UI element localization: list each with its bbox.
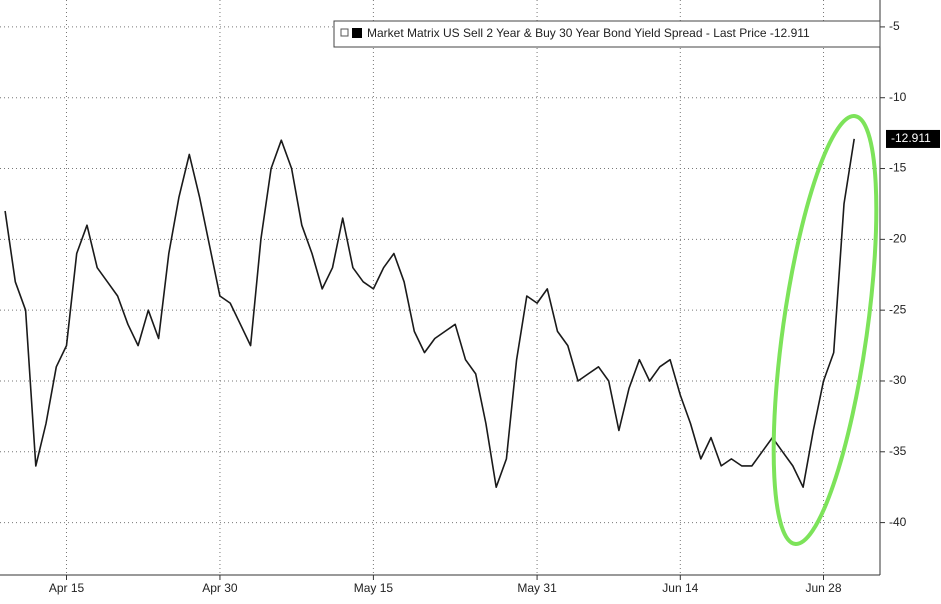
legend-label: Market Matrix US Sell 2 Year & Buy 30 Ye… <box>367 26 810 40</box>
last-price-box <box>886 129 940 148</box>
y-tick-label: -10 <box>889 90 907 104</box>
y-tick-label: -20 <box>889 232 907 246</box>
y-tick-label: -30 <box>889 373 907 387</box>
y-tick-label: -5 <box>889 19 900 33</box>
last-price-label: -12.911 <box>891 131 931 145</box>
x-tick-label: May 31 <box>517 581 557 595</box>
x-tick-label: Jun 28 <box>805 581 841 595</box>
y-tick-label: -35 <box>889 444 907 458</box>
legend-swatch <box>352 28 362 38</box>
legend-box <box>333 20 881 48</box>
y-tick-label: -40 <box>889 515 907 529</box>
x-tick-label: Jun 14 <box>662 581 698 595</box>
y-tick-label: -25 <box>889 302 907 316</box>
x-tick-label: Apr 30 <box>202 581 238 595</box>
y-tick-label: -15 <box>889 161 907 175</box>
legend-toggle[interactable] <box>340 28 349 37</box>
highlight-ellipse <box>771 114 879 546</box>
x-tick-label: May 15 <box>354 581 394 595</box>
x-tick-label: Apr 15 <box>49 581 85 595</box>
data-line <box>4 138 855 488</box>
